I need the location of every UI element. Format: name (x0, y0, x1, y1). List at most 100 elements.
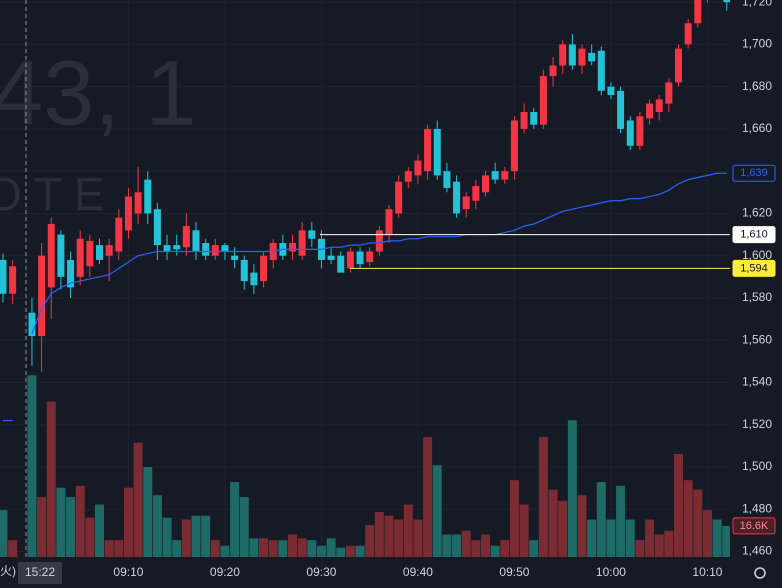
candle-body (588, 52, 596, 62)
settings-icon[interactable] (754, 567, 766, 579)
candle-body (414, 160, 422, 176)
volume-bar (0, 510, 8, 557)
weekday-label: 火) (0, 564, 16, 578)
y-tick-label: 1,600 (742, 248, 772, 262)
y-tick-label: 1,480 (742, 501, 772, 515)
volume-bar (326, 538, 336, 557)
x-tick-label: 09:20 (210, 565, 240, 579)
volume-bar (423, 437, 433, 557)
candle-body (491, 171, 499, 180)
candle-body (327, 255, 335, 260)
volume-bar (201, 515, 211, 557)
candle-body (346, 251, 354, 269)
candle-body (182, 226, 190, 248)
candle-body (626, 120, 634, 146)
volume-bar (558, 500, 568, 557)
y-tick-label: 1,560 (742, 332, 772, 346)
candle-body (76, 238, 84, 277)
volume-bar (674, 453, 683, 557)
candle-body (433, 128, 441, 176)
candle-body (694, 0, 702, 24)
volume-bar (471, 540, 481, 557)
candle-body (67, 259, 75, 288)
volume-bar (46, 401, 56, 557)
volume-bar (596, 482, 606, 557)
crosshair-label: 15:22 (25, 565, 55, 579)
candle-body (337, 255, 345, 273)
volume-bar (133, 442, 143, 557)
volume-bar (288, 534, 297, 557)
candle-body (153, 209, 161, 246)
candle-body (568, 44, 576, 66)
volume-bar (297, 538, 307, 557)
candle-body (260, 255, 268, 282)
volume-bar (519, 504, 529, 557)
candle-body (298, 230, 306, 256)
volume-bar (114, 540, 124, 557)
candle-body (549, 65, 557, 77)
candle-body (28, 312, 36, 336)
price-marker-box (732, 226, 776, 244)
candle-body (472, 185, 480, 201)
volume-bar (403, 504, 413, 557)
volume-bar (259, 538, 269, 557)
y-tick-label: 1,720 (742, 0, 772, 8)
candle-body (57, 234, 65, 277)
volume-bar (8, 540, 18, 557)
volume-bar (509, 480, 519, 557)
volume-bar (85, 517, 95, 557)
volume-bar (481, 534, 490, 557)
volume-bar (104, 540, 114, 557)
candle-body (86, 240, 94, 267)
candle-body (597, 50, 605, 91)
moving-average (31, 172, 727, 335)
volume-bar (162, 517, 172, 557)
volume-bar (712, 519, 722, 557)
x-tick-label: 09:50 (499, 565, 529, 579)
candle-body (134, 192, 142, 214)
volume-bar (702, 510, 712, 557)
volume-bar (239, 497, 249, 557)
candle-body (646, 103, 654, 119)
y-tick-label: 1,680 (742, 79, 772, 93)
candle-body (144, 179, 152, 214)
candle-body (202, 243, 210, 256)
volume-bar (95, 504, 104, 557)
crosshair-box (18, 562, 62, 584)
volume-bar (664, 530, 674, 557)
volume-bar (37, 497, 47, 557)
volume-bar (625, 519, 635, 557)
candle-body (482, 175, 489, 193)
volume-bar (220, 545, 230, 557)
y-tick-label: 1,520 (742, 417, 772, 431)
x-tick-label: 10:00 (596, 565, 626, 579)
candle-body (723, 0, 730, 3)
watermark: OTE (0, 168, 117, 220)
volume (0, 375, 730, 557)
volume-bar (210, 540, 220, 557)
candle-body (530, 112, 538, 125)
volume-bar (27, 375, 37, 557)
candle-body (289, 243, 296, 252)
candle-body (375, 230, 383, 252)
candle-body (38, 255, 46, 336)
volume-bar (538, 437, 548, 557)
volume-bar (181, 519, 191, 557)
volume-bar (56, 487, 66, 557)
candle-body (96, 245, 103, 260)
candle-body (617, 90, 625, 129)
y-tick-label: 1,700 (742, 37, 772, 51)
candle-body (211, 245, 219, 256)
candle-body (9, 266, 17, 294)
price-marker-box (732, 259, 776, 277)
plot (0, 0, 730, 422)
volume-marker-label: 16.6K (740, 520, 769, 532)
candle-body (462, 196, 470, 210)
volume-bar (278, 540, 288, 557)
candle-body (173, 245, 181, 250)
candle-body (636, 116, 644, 146)
x-tick-label: 09:40 (403, 565, 433, 579)
volume-bar (355, 545, 365, 557)
volume-bar (645, 519, 655, 557)
volume-bar (654, 534, 664, 557)
